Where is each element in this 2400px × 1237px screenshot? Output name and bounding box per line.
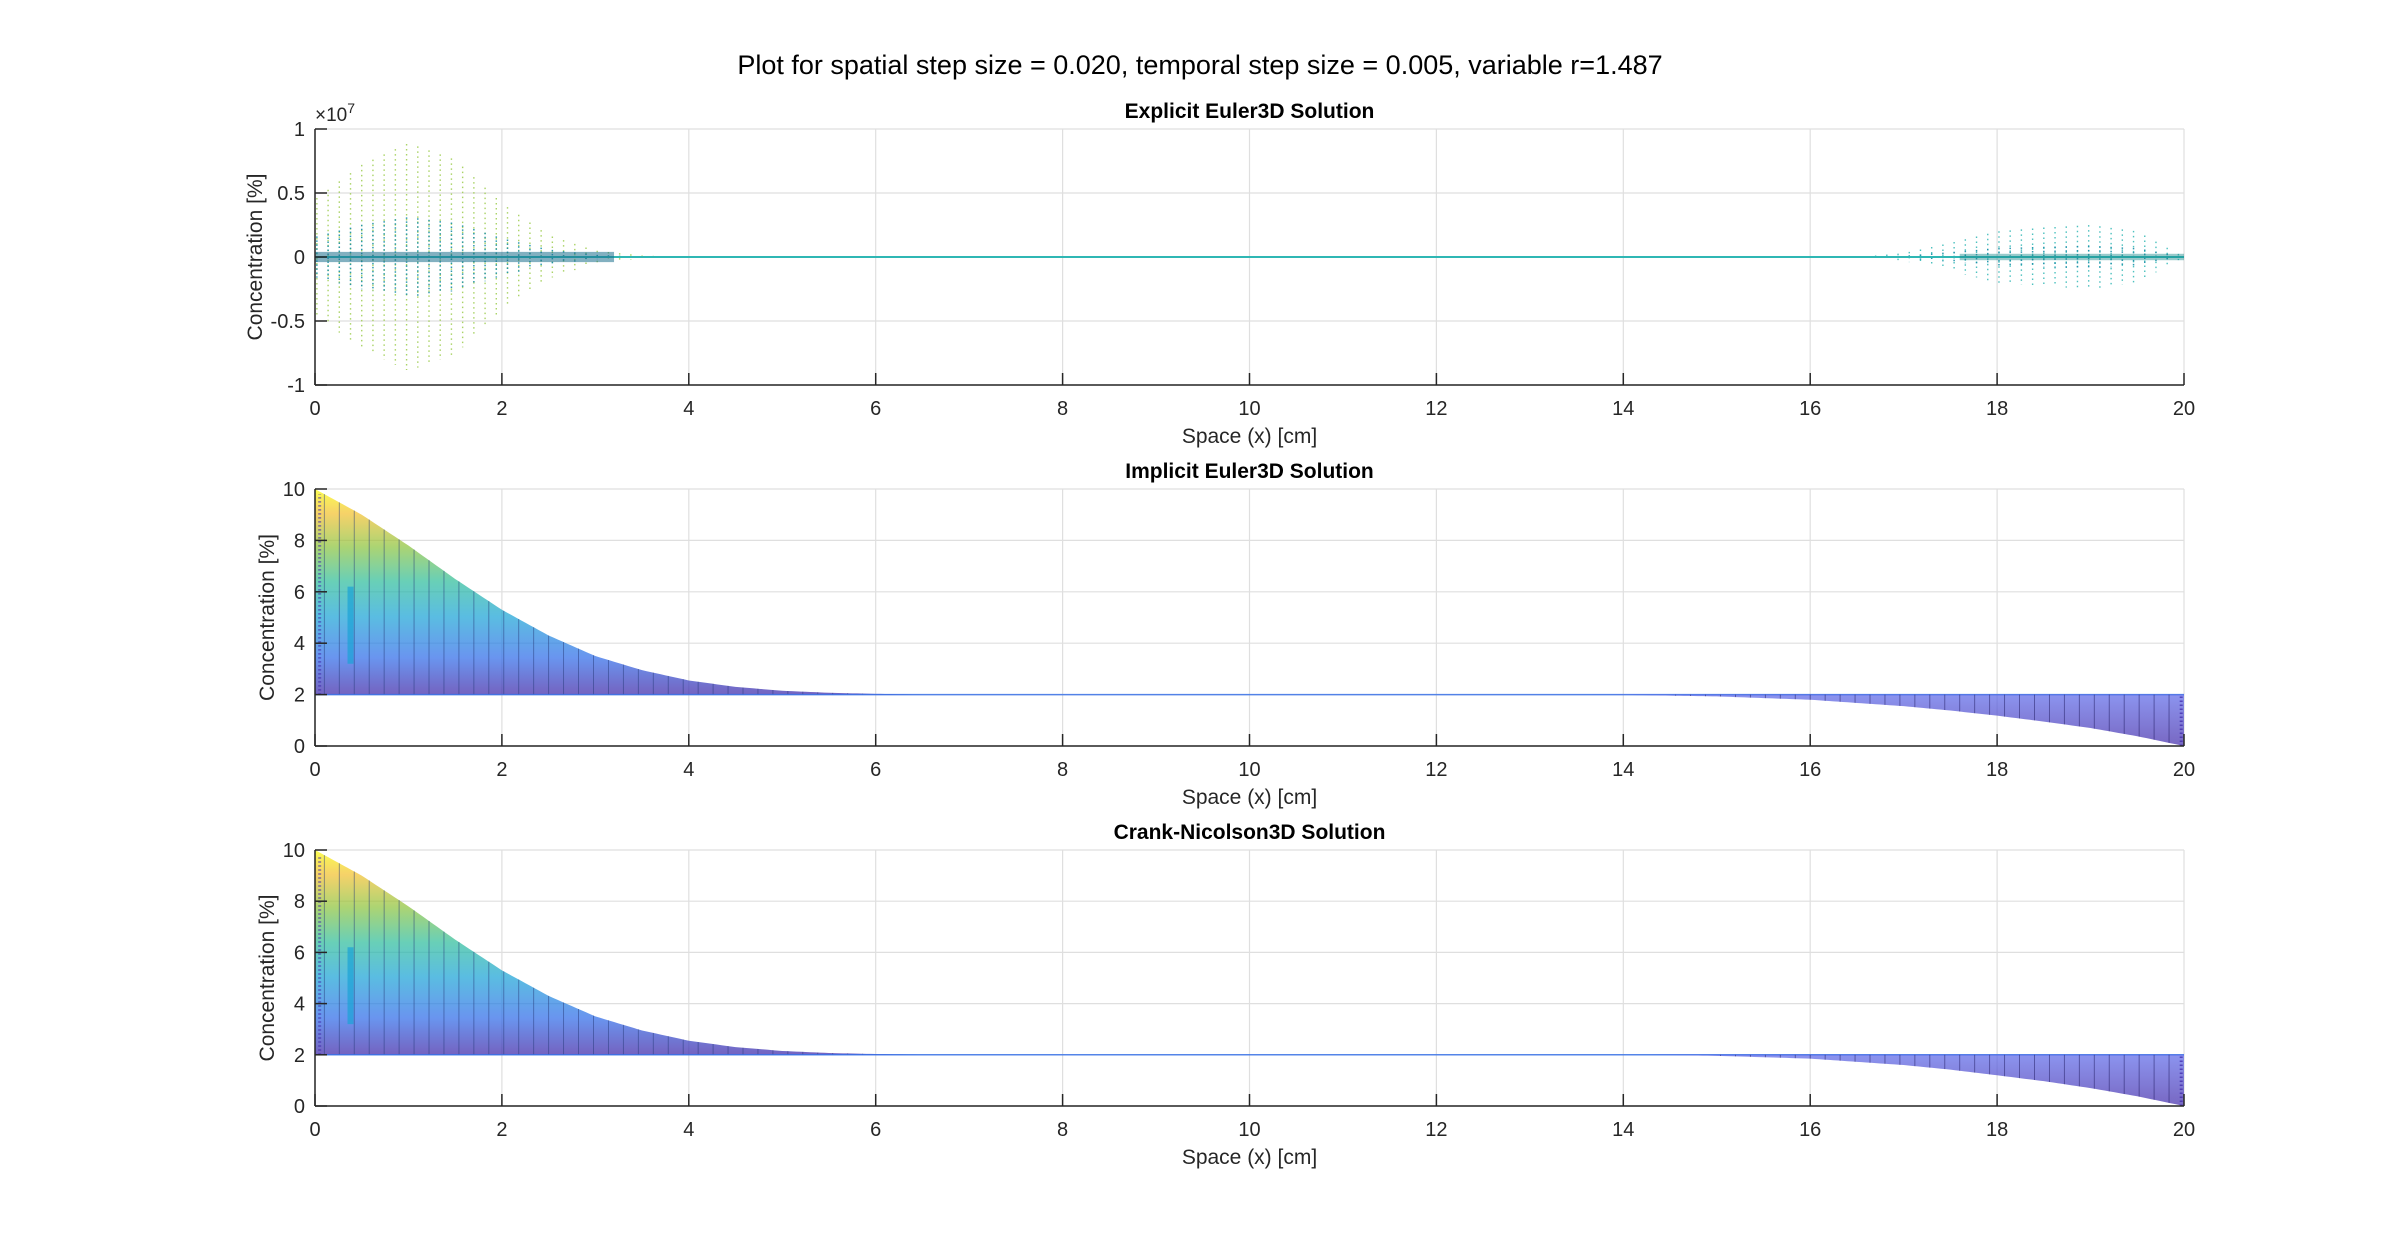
x-tick-label: 20 xyxy=(2173,398,2195,420)
data-series xyxy=(315,489,2184,746)
y-tick-label: 8 xyxy=(294,891,305,913)
x-tick-label: 16 xyxy=(1799,398,1821,420)
subplot-crank-nicolson: 0 2 4 6 8 10 12 14 16 18 20 0 2 4 6 8 10 Crank-Nicolson3D… xyxy=(256,821,2195,1169)
subplot-implicit: 0 2 4 6 8 10 12 14 16 18 20 0 2 4 6 8 10 Implicit Euler3D… xyxy=(256,460,2195,809)
x-tick-label: 18 xyxy=(1986,1119,2008,1141)
x-tick-label: 0 xyxy=(309,398,320,420)
y-exponent-label: ×107 xyxy=(315,100,355,126)
y-ticks: -1 -0.5 0 0.5 1 xyxy=(271,119,327,397)
x-tick-label: 12 xyxy=(1425,398,1447,420)
subplots: 0 2 4 6 8 10 12 14 16 18 20-1-0.500.51×107 Explicit… xyxy=(244,100,2195,1169)
x-tick-label: 4 xyxy=(683,759,694,781)
y-tick-label: 2 xyxy=(294,1045,305,1067)
subplot-title: Crank-Nicolson3D Solution xyxy=(1114,821,1386,844)
x-tick-label: 6 xyxy=(870,398,881,420)
x-tick-label: 10 xyxy=(1238,759,1260,781)
y-tick-label: 4 xyxy=(294,994,305,1016)
subplot-title: Implicit Euler3D Solution xyxy=(1125,460,1374,483)
y-tick-label: -0.5 xyxy=(271,311,305,333)
x-ticks: 0 2 4 6 8 10 12 14 16 18 20 xyxy=(309,734,2195,781)
subplot-explicit: 0 2 4 6 8 10 12 14 16 18 20 -1 -0.5 0 0.5 1 ×107 Explicit… xyxy=(244,100,2195,448)
x-tick-label: 0 xyxy=(309,1119,320,1141)
x-tick-label: 18 xyxy=(1986,759,2008,781)
x-axis-label: Space (x) [cm] xyxy=(1182,786,1317,809)
y-tick-label: 2 xyxy=(294,685,305,707)
y-tick-label: 4 xyxy=(294,633,305,655)
x-tick-label: 0 xyxy=(309,759,320,781)
data-series xyxy=(315,850,2184,1106)
x-tick-label: 10 xyxy=(1238,398,1260,420)
x-tick-label: 6 xyxy=(870,1119,881,1141)
y-tick-label: 1 xyxy=(294,119,305,141)
upper-fill xyxy=(315,850,923,1055)
y-tick-label: -1 xyxy=(287,375,305,397)
upper-fill xyxy=(315,489,923,695)
x-tick-label: 10 xyxy=(1238,1119,1260,1141)
figure-title: Plot for spatial step size = 0.020, temp… xyxy=(737,50,1662,80)
x-tick-label: 2 xyxy=(496,1119,507,1141)
x-tick-label: 14 xyxy=(1612,759,1634,781)
y-tick-label: 10 xyxy=(283,840,305,862)
y-exponent-power: 7 xyxy=(347,100,355,116)
y-tick-label: 8 xyxy=(294,530,305,552)
y-ticks: 0 2 4 6 8 10 xyxy=(283,479,327,758)
x-tick-label: 8 xyxy=(1057,1119,1068,1141)
x-ticks: 0 2 4 6 8 10 12 14 16 18 20 xyxy=(309,373,2195,420)
dense-band-right xyxy=(1959,253,2184,261)
x-tick-label: 12 xyxy=(1425,1119,1447,1141)
lower-fill xyxy=(1651,1054,2184,1106)
x-tick-label: 20 xyxy=(2173,759,2195,781)
x-tick-label: 4 xyxy=(683,1119,694,1141)
x-tick-label: 18 xyxy=(1986,398,2008,420)
y-axis-label: Concentration [%] xyxy=(256,895,279,1062)
x-tick-label: 16 xyxy=(1799,759,1821,781)
y-tick-label: 0 xyxy=(294,1096,305,1118)
x-tick-label: 8 xyxy=(1057,398,1068,420)
y-tick-label: 10 xyxy=(283,479,305,501)
x-axis-label: Space (x) [cm] xyxy=(1182,1146,1317,1169)
y-tick-label: 6 xyxy=(294,942,305,964)
x-axis-label: Space (x) [cm] xyxy=(1182,425,1317,448)
x-tick-label: 12 xyxy=(1425,759,1447,781)
x-tick-label: 4 xyxy=(683,398,694,420)
x-tick-label: 2 xyxy=(496,398,507,420)
x-tick-label: 6 xyxy=(870,759,881,781)
y-ticks: 0 2 4 6 8 10 xyxy=(283,840,327,1118)
y-axis-label: Concentration [%] xyxy=(256,534,279,701)
data-series xyxy=(315,143,2184,371)
dense-band-left xyxy=(315,251,615,263)
subplot-title: Explicit Euler3D Solution xyxy=(1125,100,1375,123)
x-ticks: 0 2 4 6 8 10 12 14 16 18 20 xyxy=(309,1094,2195,1141)
x-tick-label: 20 xyxy=(2173,1119,2195,1141)
y-axis-label: Concentration [%] xyxy=(244,174,267,341)
x-tick-label: 16 xyxy=(1799,1119,1821,1141)
x-tick-label: 8 xyxy=(1057,759,1068,781)
x-tick-label: 14 xyxy=(1612,398,1634,420)
y-tick-label: 0 xyxy=(294,247,305,269)
y-tick-label: 0 xyxy=(294,736,305,758)
y-tick-label: 6 xyxy=(294,582,305,604)
x-tick-label: 14 xyxy=(1612,1119,1634,1141)
lower-fill xyxy=(1576,694,2184,746)
x-tick-label: 2 xyxy=(496,759,507,781)
y-tick-label: 0.5 xyxy=(277,183,305,205)
